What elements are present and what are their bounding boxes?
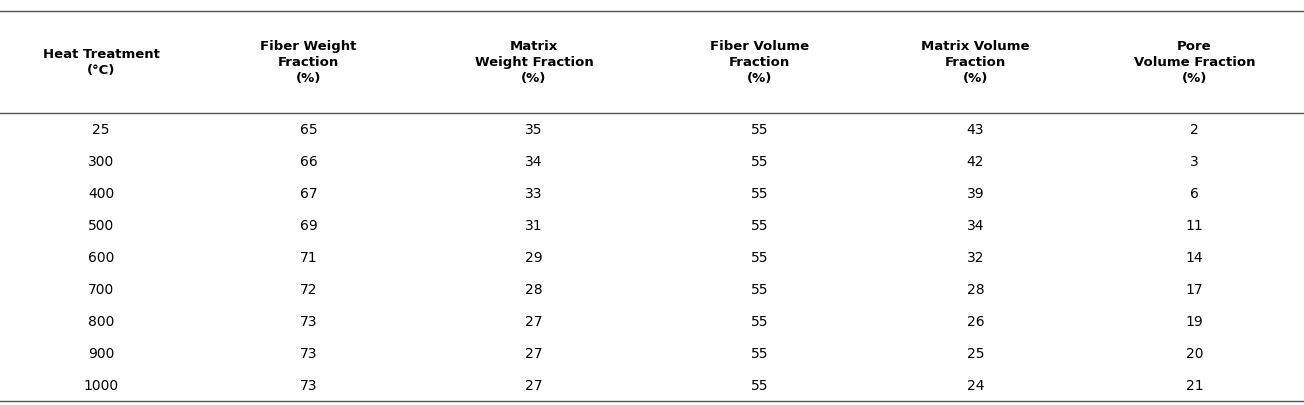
- Text: 2: 2: [1191, 122, 1198, 136]
- Text: 55: 55: [751, 250, 768, 264]
- Text: 35: 35: [526, 122, 542, 136]
- Text: 28: 28: [966, 282, 985, 296]
- Text: Heat Treatment
(°C): Heat Treatment (°C): [43, 48, 159, 77]
- Text: 73: 73: [300, 346, 317, 360]
- Text: 34: 34: [526, 154, 542, 168]
- Text: 39: 39: [966, 186, 985, 200]
- Text: 27: 27: [526, 314, 542, 328]
- Text: 20: 20: [1185, 346, 1204, 360]
- Text: 73: 73: [300, 378, 317, 392]
- Text: Matrix
Weight Fraction
(%): Matrix Weight Fraction (%): [475, 40, 593, 85]
- Text: 27: 27: [526, 378, 542, 392]
- Text: 3: 3: [1191, 154, 1198, 168]
- Text: 24: 24: [966, 378, 985, 392]
- Text: 55: 55: [751, 378, 768, 392]
- Text: 55: 55: [751, 154, 768, 168]
- Text: 700: 700: [87, 282, 115, 296]
- Text: 900: 900: [87, 346, 115, 360]
- Text: 55: 55: [751, 282, 768, 296]
- Text: 11: 11: [1185, 218, 1204, 232]
- Text: 600: 600: [87, 250, 115, 264]
- Text: 65: 65: [300, 122, 317, 136]
- Text: 71: 71: [300, 250, 317, 264]
- Text: 73: 73: [300, 314, 317, 328]
- Text: 55: 55: [751, 218, 768, 232]
- Text: 26: 26: [966, 314, 985, 328]
- Text: 21: 21: [1185, 378, 1204, 392]
- Text: 33: 33: [526, 186, 542, 200]
- Text: 17: 17: [1185, 282, 1204, 296]
- Text: 500: 500: [87, 218, 115, 232]
- Text: 19: 19: [1185, 314, 1204, 328]
- Text: Matrix Volume
Fraction
(%): Matrix Volume Fraction (%): [921, 40, 1030, 85]
- Text: 55: 55: [751, 186, 768, 200]
- Text: 55: 55: [751, 314, 768, 328]
- Text: 29: 29: [526, 250, 542, 264]
- Text: 66: 66: [300, 154, 317, 168]
- Text: 72: 72: [300, 282, 317, 296]
- Text: 800: 800: [87, 314, 115, 328]
- Text: 55: 55: [751, 122, 768, 136]
- Text: 14: 14: [1185, 250, 1204, 264]
- Text: 28: 28: [526, 282, 542, 296]
- Text: Fiber Weight
Fraction
(%): Fiber Weight Fraction (%): [261, 40, 356, 85]
- Text: 400: 400: [87, 186, 115, 200]
- Text: Fiber Volume
Fraction
(%): Fiber Volume Fraction (%): [709, 40, 810, 85]
- Text: 1000: 1000: [83, 378, 119, 392]
- Text: 25: 25: [93, 122, 110, 136]
- Text: 43: 43: [966, 122, 985, 136]
- Text: 300: 300: [87, 154, 115, 168]
- Text: 27: 27: [526, 346, 542, 360]
- Text: 69: 69: [300, 218, 317, 232]
- Text: 6: 6: [1191, 186, 1198, 200]
- Text: 31: 31: [526, 218, 542, 232]
- Text: 67: 67: [300, 186, 317, 200]
- Text: 32: 32: [966, 250, 985, 264]
- Text: 42: 42: [966, 154, 985, 168]
- Text: 34: 34: [966, 218, 985, 232]
- Text: 55: 55: [751, 346, 768, 360]
- Text: Pore
Volume Fraction
(%): Pore Volume Fraction (%): [1133, 40, 1256, 85]
- Text: 25: 25: [966, 346, 985, 360]
